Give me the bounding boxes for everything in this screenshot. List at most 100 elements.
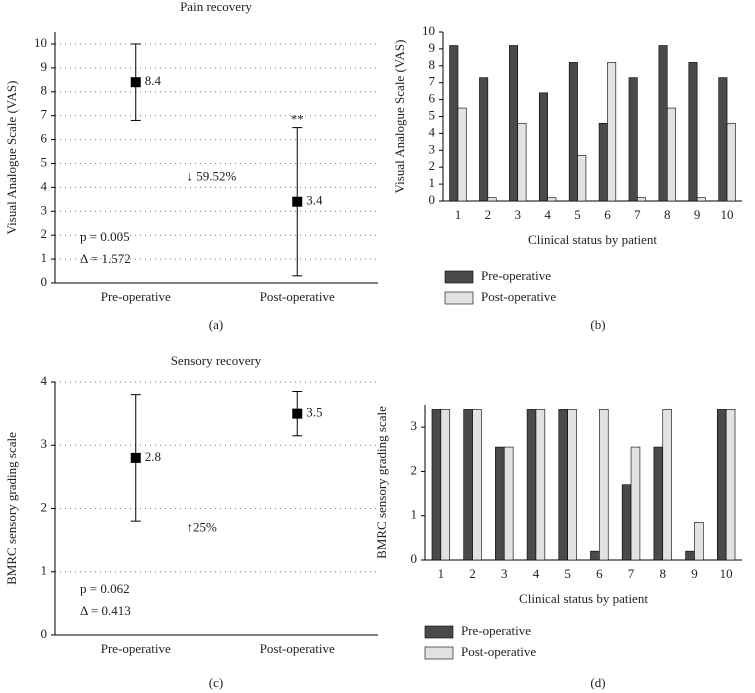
y-tick-label: 1 xyxy=(429,175,436,190)
x-tick-label: Pre-operative xyxy=(101,641,171,656)
bar xyxy=(535,409,546,561)
legend-label: Pre-operative xyxy=(481,268,551,283)
y-tick-label: 9 xyxy=(429,40,436,55)
bar xyxy=(547,197,557,202)
y-tick-label: 10 xyxy=(34,35,47,50)
y-tick-label: 9 xyxy=(41,59,48,74)
y-axis-label: BMRC sensory grading scale xyxy=(374,406,389,559)
bar xyxy=(538,92,548,202)
bar xyxy=(431,409,442,561)
bar xyxy=(558,409,568,561)
x-tick-label: 1 xyxy=(438,566,445,581)
y-tick-label: 2 xyxy=(41,499,48,514)
legend-swatch xyxy=(444,270,474,284)
bar xyxy=(637,197,647,202)
x-tick-label: 7 xyxy=(634,207,641,222)
y-tick-label: 1 xyxy=(41,250,48,265)
change: ↑25% xyxy=(187,519,218,534)
significance: ** xyxy=(291,112,304,127)
y-tick-label: 4 xyxy=(41,178,48,193)
chart-title: Sensory recovery xyxy=(171,353,262,368)
legend-label: Post-operative xyxy=(481,289,556,304)
y-axis-label: Visual Analogue Scale (VAS) xyxy=(392,40,407,194)
bar xyxy=(716,409,727,561)
x-tick-label: 5 xyxy=(564,566,571,581)
value-label: 3.5 xyxy=(306,405,322,420)
y-tick-label: 0 xyxy=(411,551,418,566)
bar xyxy=(628,77,638,202)
y-tick-label: 7 xyxy=(41,107,48,122)
x-tick-label: 9 xyxy=(694,207,701,222)
bar xyxy=(509,45,519,202)
bar xyxy=(607,62,617,202)
y-tick-label: 3 xyxy=(429,141,436,156)
bar xyxy=(457,107,467,202)
stats: p = 0.005 xyxy=(80,229,130,244)
y-tick-label: 0 xyxy=(41,626,48,641)
y-axis-label: Visual Analogue Scale (VAS) xyxy=(4,81,19,235)
stats: Δ = 0.413 xyxy=(80,603,131,618)
legend-label: Pre-operative xyxy=(461,623,531,638)
caption: (a) xyxy=(209,317,223,332)
y-tick-label: 0 xyxy=(41,274,48,289)
x-tick-label: 6 xyxy=(596,566,603,581)
x-tick-label: 5 xyxy=(574,207,581,222)
x-tick-label: 6 xyxy=(604,207,611,222)
y-tick-label: 8 xyxy=(41,83,48,98)
point xyxy=(292,408,303,419)
y-tick-label: 8 xyxy=(429,57,436,72)
x-tick-label: 3 xyxy=(501,566,508,581)
legend-swatch xyxy=(424,625,454,639)
bar xyxy=(567,409,577,561)
bar xyxy=(718,77,728,202)
y-axis-label: BMRC sensory grading scale xyxy=(4,432,19,585)
bar xyxy=(726,122,736,202)
y-tick-label: 1 xyxy=(411,507,418,522)
bar xyxy=(440,409,451,561)
stats: p = 0.062 xyxy=(80,581,130,596)
y-tick-label: 3 xyxy=(41,202,48,217)
bar xyxy=(568,62,578,202)
y-tick-label: 1 xyxy=(41,563,48,578)
bar xyxy=(653,446,664,561)
point xyxy=(130,77,141,88)
x-tick-label: 2 xyxy=(469,566,476,581)
bar xyxy=(463,409,473,561)
x-tick-label: 2 xyxy=(485,207,492,222)
y-tick-label: 2 xyxy=(411,462,418,477)
y-tick-label: 6 xyxy=(429,91,436,106)
x-tick-label: 4 xyxy=(544,207,551,222)
bar xyxy=(599,409,609,561)
bar xyxy=(662,409,672,561)
point xyxy=(292,196,303,207)
x-axis-label: Clinical status by patient xyxy=(519,591,648,606)
bar xyxy=(725,409,736,561)
x-tick-label: Post-operative xyxy=(260,289,335,304)
bar xyxy=(688,62,698,202)
y-tick-label: 3 xyxy=(41,436,48,451)
x-axis-label: Clinical status by patient xyxy=(528,232,657,247)
legend-swatch xyxy=(424,646,454,660)
legend-label: Post-operative xyxy=(461,644,536,659)
y-tick-label: 2 xyxy=(41,226,48,241)
bar xyxy=(598,122,608,202)
x-tick-label: 8 xyxy=(664,207,671,222)
y-tick-label: 10 xyxy=(422,23,435,38)
x-tick-label: 3 xyxy=(515,207,522,222)
y-tick-label: 0 xyxy=(429,192,436,207)
bar xyxy=(495,446,505,561)
y-tick-label: 4 xyxy=(41,373,48,388)
bar xyxy=(479,77,489,202)
bar xyxy=(517,122,527,202)
value-label: 3.4 xyxy=(306,193,323,208)
x-tick-label: Pre-operative xyxy=(101,289,171,304)
y-tick-label: 4 xyxy=(429,124,436,139)
bar xyxy=(526,409,537,561)
x-tick-label: 9 xyxy=(691,566,698,581)
bar xyxy=(658,45,668,202)
bar xyxy=(577,155,587,202)
chart-title: Pain recovery xyxy=(180,0,252,14)
bar xyxy=(621,484,632,561)
stats: Δ = 1.572 xyxy=(80,251,131,266)
